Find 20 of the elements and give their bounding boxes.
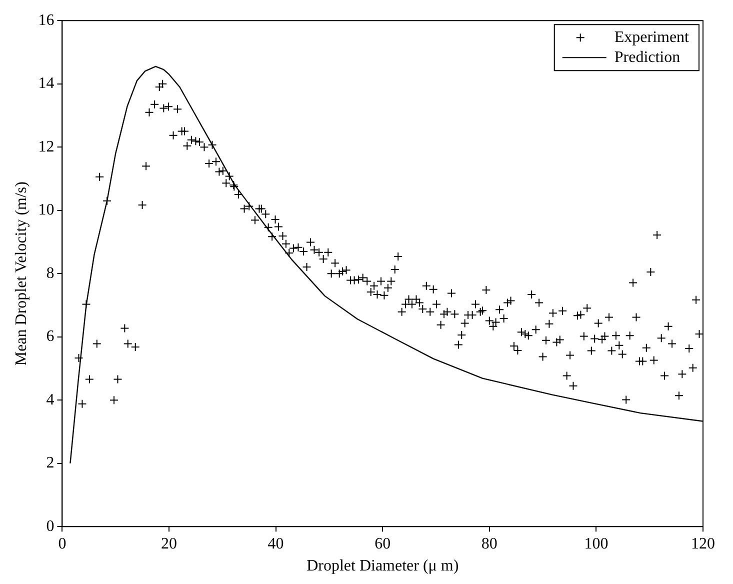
x-axis-title: Droplet Diameter (μ m) [306,558,459,575]
y-tick-label: 12 [38,138,54,156]
y-tick-label: 4 [46,391,54,408]
x-tick-label: 40 [268,535,284,552]
y-axis-title: Mean Droplet Velocity (m/s) [12,182,30,366]
legend-label: Experiment [614,28,690,46]
x-tick-label: 120 [691,535,715,552]
y-tick-label: 0 [46,518,54,535]
legend-label: Prediction [614,48,680,66]
y-tick-label: 8 [46,264,54,282]
y-tick-label: 10 [38,202,54,219]
x-tick-label: 0 [58,535,66,552]
y-tick-label: 6 [46,328,54,346]
x-tick-label: 100 [584,535,608,552]
y-tick-label: 16 [38,12,54,29]
x-tick-label: 80 [481,535,498,552]
x-tick-label: 60 [374,535,391,552]
y-tick-label: 2 [46,454,54,472]
x-tick-label: 20 [161,535,177,552]
y-tick-label: 14 [38,75,54,92]
